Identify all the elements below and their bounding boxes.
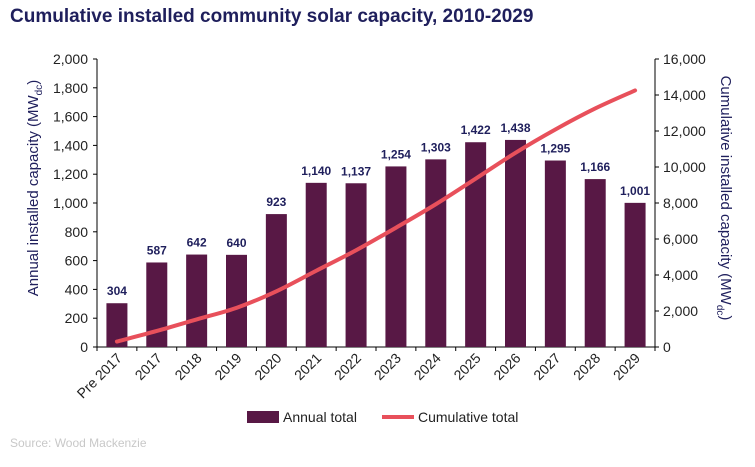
x-tick-label: 2018 [171, 350, 204, 383]
bar-series [106, 139, 646, 347]
left-tick-label: 800 [65, 224, 89, 240]
right-tick-label: 16,000 [663, 51, 706, 67]
x-tick-label: 2019 [211, 350, 244, 383]
x-tick-label: 2025 [450, 350, 483, 383]
bar [584, 179, 606, 347]
left-tick-label: 1,400 [53, 137, 88, 153]
left-tick-label: 2,000 [53, 51, 88, 67]
bar-data-label: 640 [226, 236, 246, 250]
bar-data-label: 923 [266, 195, 286, 209]
bar-data-label: 587 [147, 243, 167, 257]
right-tick-label: 4,000 [663, 267, 698, 283]
bar-data-label: 1,137 [341, 164, 371, 178]
left-tick-label: 200 [65, 310, 89, 326]
x-tick-label: 2027 [530, 350, 563, 383]
bar-data-label: 1,166 [580, 160, 610, 174]
y-axis-label-sub: dc [34, 85, 45, 96]
bar-data-label: 1,422 [461, 123, 491, 137]
right-tick-label: 12,000 [663, 123, 706, 139]
bar-data-label: 1,295 [540, 142, 570, 156]
legend-label-cumulative: Cumulative total [418, 409, 518, 425]
bar [624, 202, 646, 347]
right-tick-label: 8,000 [663, 195, 698, 211]
bar-data-label: 1,001 [620, 184, 650, 198]
legend: Annual total Cumulative total [247, 409, 518, 425]
y2-axis-label-close: ) [717, 315, 734, 320]
y2-axis-label: Cumulative installed capacity (MWdc) [714, 76, 734, 321]
bar [544, 160, 566, 347]
left-tick-label: 400 [65, 281, 89, 297]
x-tick-label: 2023 [371, 350, 404, 383]
source-note: Source: Wood Mackenzie [10, 436, 147, 450]
legend-swatch-annual [247, 411, 279, 423]
bar-data-label: 1,303 [421, 140, 451, 154]
bar-data-label: 304 [107, 284, 127, 298]
y-axis-label-close: ) [25, 80, 42, 85]
left-tick-label: 0 [80, 339, 88, 355]
legend-label-annual: Annual total [283, 409, 357, 425]
y2-axis-label-sub: dc [714, 305, 725, 316]
bar [106, 303, 128, 347]
bar [226, 254, 247, 347]
y-axis-label-main: Annual installed capacity (MW [25, 94, 42, 296]
bar-data-label: 1,438 [500, 121, 530, 135]
x-axis-ticks: Pre 2017 2017 2018 2019 2020 2021 2022 2023 2024… [74, 347, 656, 402]
x-tick-label: 2026 [490, 350, 523, 383]
y-axis-label: Annual installed capacity (MWdc) [25, 80, 45, 296]
bar [146, 262, 168, 347]
chart-title: Cumulative installed community solar cap… [10, 6, 534, 27]
cumulative-total-line [114, 88, 638, 344]
bar [305, 182, 327, 347]
bar [385, 166, 407, 347]
left-tick-label: 1,200 [53, 166, 88, 182]
x-tick-label: 2029 [610, 350, 643, 383]
x-tick-label: Pre 2017 [74, 350, 126, 402]
x-tick-label: 2017 [132, 350, 165, 383]
x-tick-label: 2028 [570, 350, 603, 383]
left-tick-label: 1,800 [53, 80, 88, 96]
bar [425, 159, 447, 347]
left-tick-label: 600 [65, 253, 89, 269]
x-tick-label: 2020 [251, 350, 284, 383]
bar [265, 214, 287, 347]
bar [345, 183, 367, 347]
right-tick-label: 10,000 [663, 159, 706, 175]
right-axis-ticks: 0 2,000 4,000 6,000 8,000 10,000 12,000 14,000 1… [655, 51, 706, 355]
left-tick-label: 1,000 [53, 195, 88, 211]
right-tick-label: 14,000 [663, 87, 706, 103]
bar [186, 254, 208, 347]
x-tick-label: 2022 [331, 350, 364, 383]
x-tick-label: 2024 [411, 350, 444, 383]
left-axis-ticks: 0 200 400 600 800 1,000 1,200 1,400 1,600 1,800 2,… [53, 51, 97, 355]
bar [465, 142, 487, 347]
bar-data-label: 642 [187, 236, 207, 250]
y2-axis-label-main: Cumulative installed capacity (MW [717, 76, 734, 306]
right-tick-label: 6,000 [663, 231, 698, 247]
bar-data-label: 1,140 [301, 164, 331, 178]
right-tick-label: 0 [663, 339, 671, 355]
x-tick-label: 2021 [291, 350, 324, 383]
right-tick-label: 2,000 [663, 303, 698, 319]
bar-data-label: 1,254 [381, 147, 411, 161]
data-labels: 304 587 642 640 923 1,140 1,137 1,254 1,303 1,422… [107, 121, 650, 298]
bar [505, 139, 526, 347]
left-tick-label: 1,600 [53, 109, 88, 125]
